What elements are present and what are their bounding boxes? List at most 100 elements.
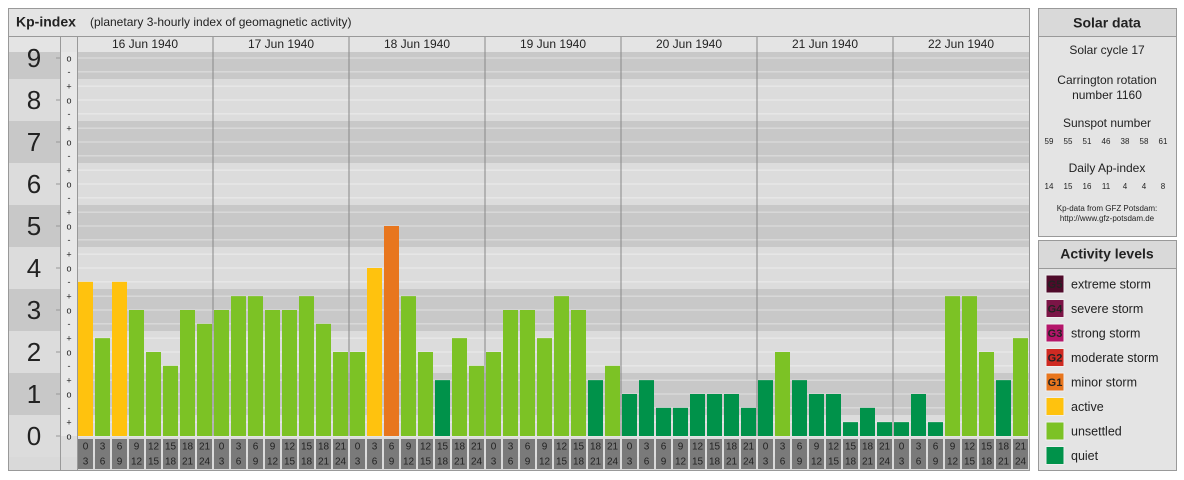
time-label: 3 (627, 457, 633, 468)
time-label: 12 (675, 457, 687, 468)
y-tick-label: 3 (27, 295, 41, 325)
day-label: 18 Jun 1940 (384, 37, 450, 51)
plot-top-cover (9, 37, 1029, 52)
time-label: 0 (219, 442, 225, 453)
time-box (401, 439, 416, 469)
minor-tick-label: o (66, 95, 71, 105)
time-label: 3 (780, 442, 786, 453)
time-label: 18 (709, 457, 721, 468)
time-label: 15 (148, 457, 160, 468)
level-band (9, 247, 1029, 289)
time-label: 9 (253, 457, 259, 468)
bar (843, 422, 858, 436)
sunspot-value: 61 (1159, 137, 1168, 146)
time-label: 0 (491, 442, 497, 453)
day-label: 22 Jun 1940 (928, 37, 994, 51)
time-box (775, 439, 790, 469)
bar (554, 296, 569, 436)
time-box (826, 439, 841, 469)
legend-label: quiet (1071, 449, 1099, 463)
bar (894, 422, 909, 436)
time-label: 18 (301, 457, 313, 468)
legend-swatch (1045, 299, 1065, 318)
time-box (554, 439, 569, 469)
ap-value: 4 (1142, 182, 1147, 191)
time-box (384, 439, 399, 469)
time-box (707, 439, 722, 469)
time-label: 18 (165, 457, 177, 468)
time-box (112, 439, 127, 469)
bar (775, 352, 790, 436)
time-box (265, 439, 280, 469)
time-label: 9 (525, 457, 531, 468)
time-label: 6 (508, 457, 514, 468)
time-box (792, 439, 807, 469)
y-tick-label: 9 (27, 43, 41, 73)
time-label: 24 (879, 457, 891, 468)
sunspot-value: 58 (1140, 137, 1149, 146)
legend-badge: G4 (1048, 303, 1064, 315)
time-box (860, 439, 875, 469)
bar (673, 407, 688, 436)
time-label: 21 (1015, 442, 1027, 453)
time-box (724, 439, 739, 469)
time-label: 3 (236, 442, 242, 453)
level-band (9, 373, 1029, 415)
time-label: 0 (627, 442, 633, 453)
ap-value: 8 (1161, 182, 1166, 191)
solar-cycle: Solar cycle 17 (1069, 43, 1145, 57)
time-label: 3 (644, 442, 650, 453)
time-box (95, 439, 110, 469)
time-label: 0 (763, 442, 769, 453)
time-label: 6 (525, 442, 531, 453)
time-box (537, 439, 552, 469)
level-band (9, 415, 1029, 457)
bar (588, 380, 603, 436)
y-tick-label: 4 (27, 253, 41, 283)
minor-tick-label: o (66, 305, 71, 315)
ap-value: 16 (1083, 182, 1092, 191)
sunspot-value: 38 (1121, 137, 1130, 146)
bar (520, 310, 535, 436)
time-box (758, 439, 773, 469)
time-label: 18 (590, 442, 602, 453)
time-label: 18 (182, 442, 194, 453)
minor-tick-label: + (66, 376, 71, 386)
y-tick-label: 7 (27, 127, 41, 157)
time-box (894, 439, 909, 469)
time-label: 12 (403, 457, 415, 468)
time-box (962, 439, 977, 469)
time-label: 6 (372, 457, 378, 468)
bar (979, 352, 994, 436)
time-label: 15 (573, 442, 585, 453)
bar (605, 365, 620, 436)
minor-tick-label: + (66, 292, 71, 302)
bar (1013, 338, 1028, 436)
sunspot-value: 59 (1045, 137, 1054, 146)
minor-tick-label: - (68, 109, 71, 119)
sunspot-value: 46 (1102, 137, 1111, 146)
level-band (9, 79, 1029, 121)
time-box (520, 439, 535, 469)
time-label: 6 (253, 442, 259, 453)
bar (724, 394, 739, 436)
time-box (469, 439, 484, 469)
activity-header (1038, 240, 1177, 269)
time-label: 21 (879, 442, 891, 453)
legend-badge: G2 (1048, 352, 1063, 364)
bar (180, 310, 195, 436)
bar (826, 394, 841, 436)
legend-label: active (1071, 400, 1104, 414)
time-box (673, 439, 688, 469)
bar (214, 310, 229, 436)
bar (435, 380, 450, 436)
chart-subtitle: (planetary 3-hourly index of geomagnetic… (90, 15, 351, 29)
time-label: 21 (335, 442, 347, 453)
time-label: 9 (950, 442, 956, 453)
minor-tick-label: - (68, 403, 71, 413)
time-label: 12 (148, 442, 160, 453)
legend-label: severe storm (1071, 302, 1143, 316)
legend-badge: G1 (1048, 377, 1063, 389)
day-label: 20 Jun 1940 (656, 37, 722, 51)
bar (707, 394, 722, 436)
